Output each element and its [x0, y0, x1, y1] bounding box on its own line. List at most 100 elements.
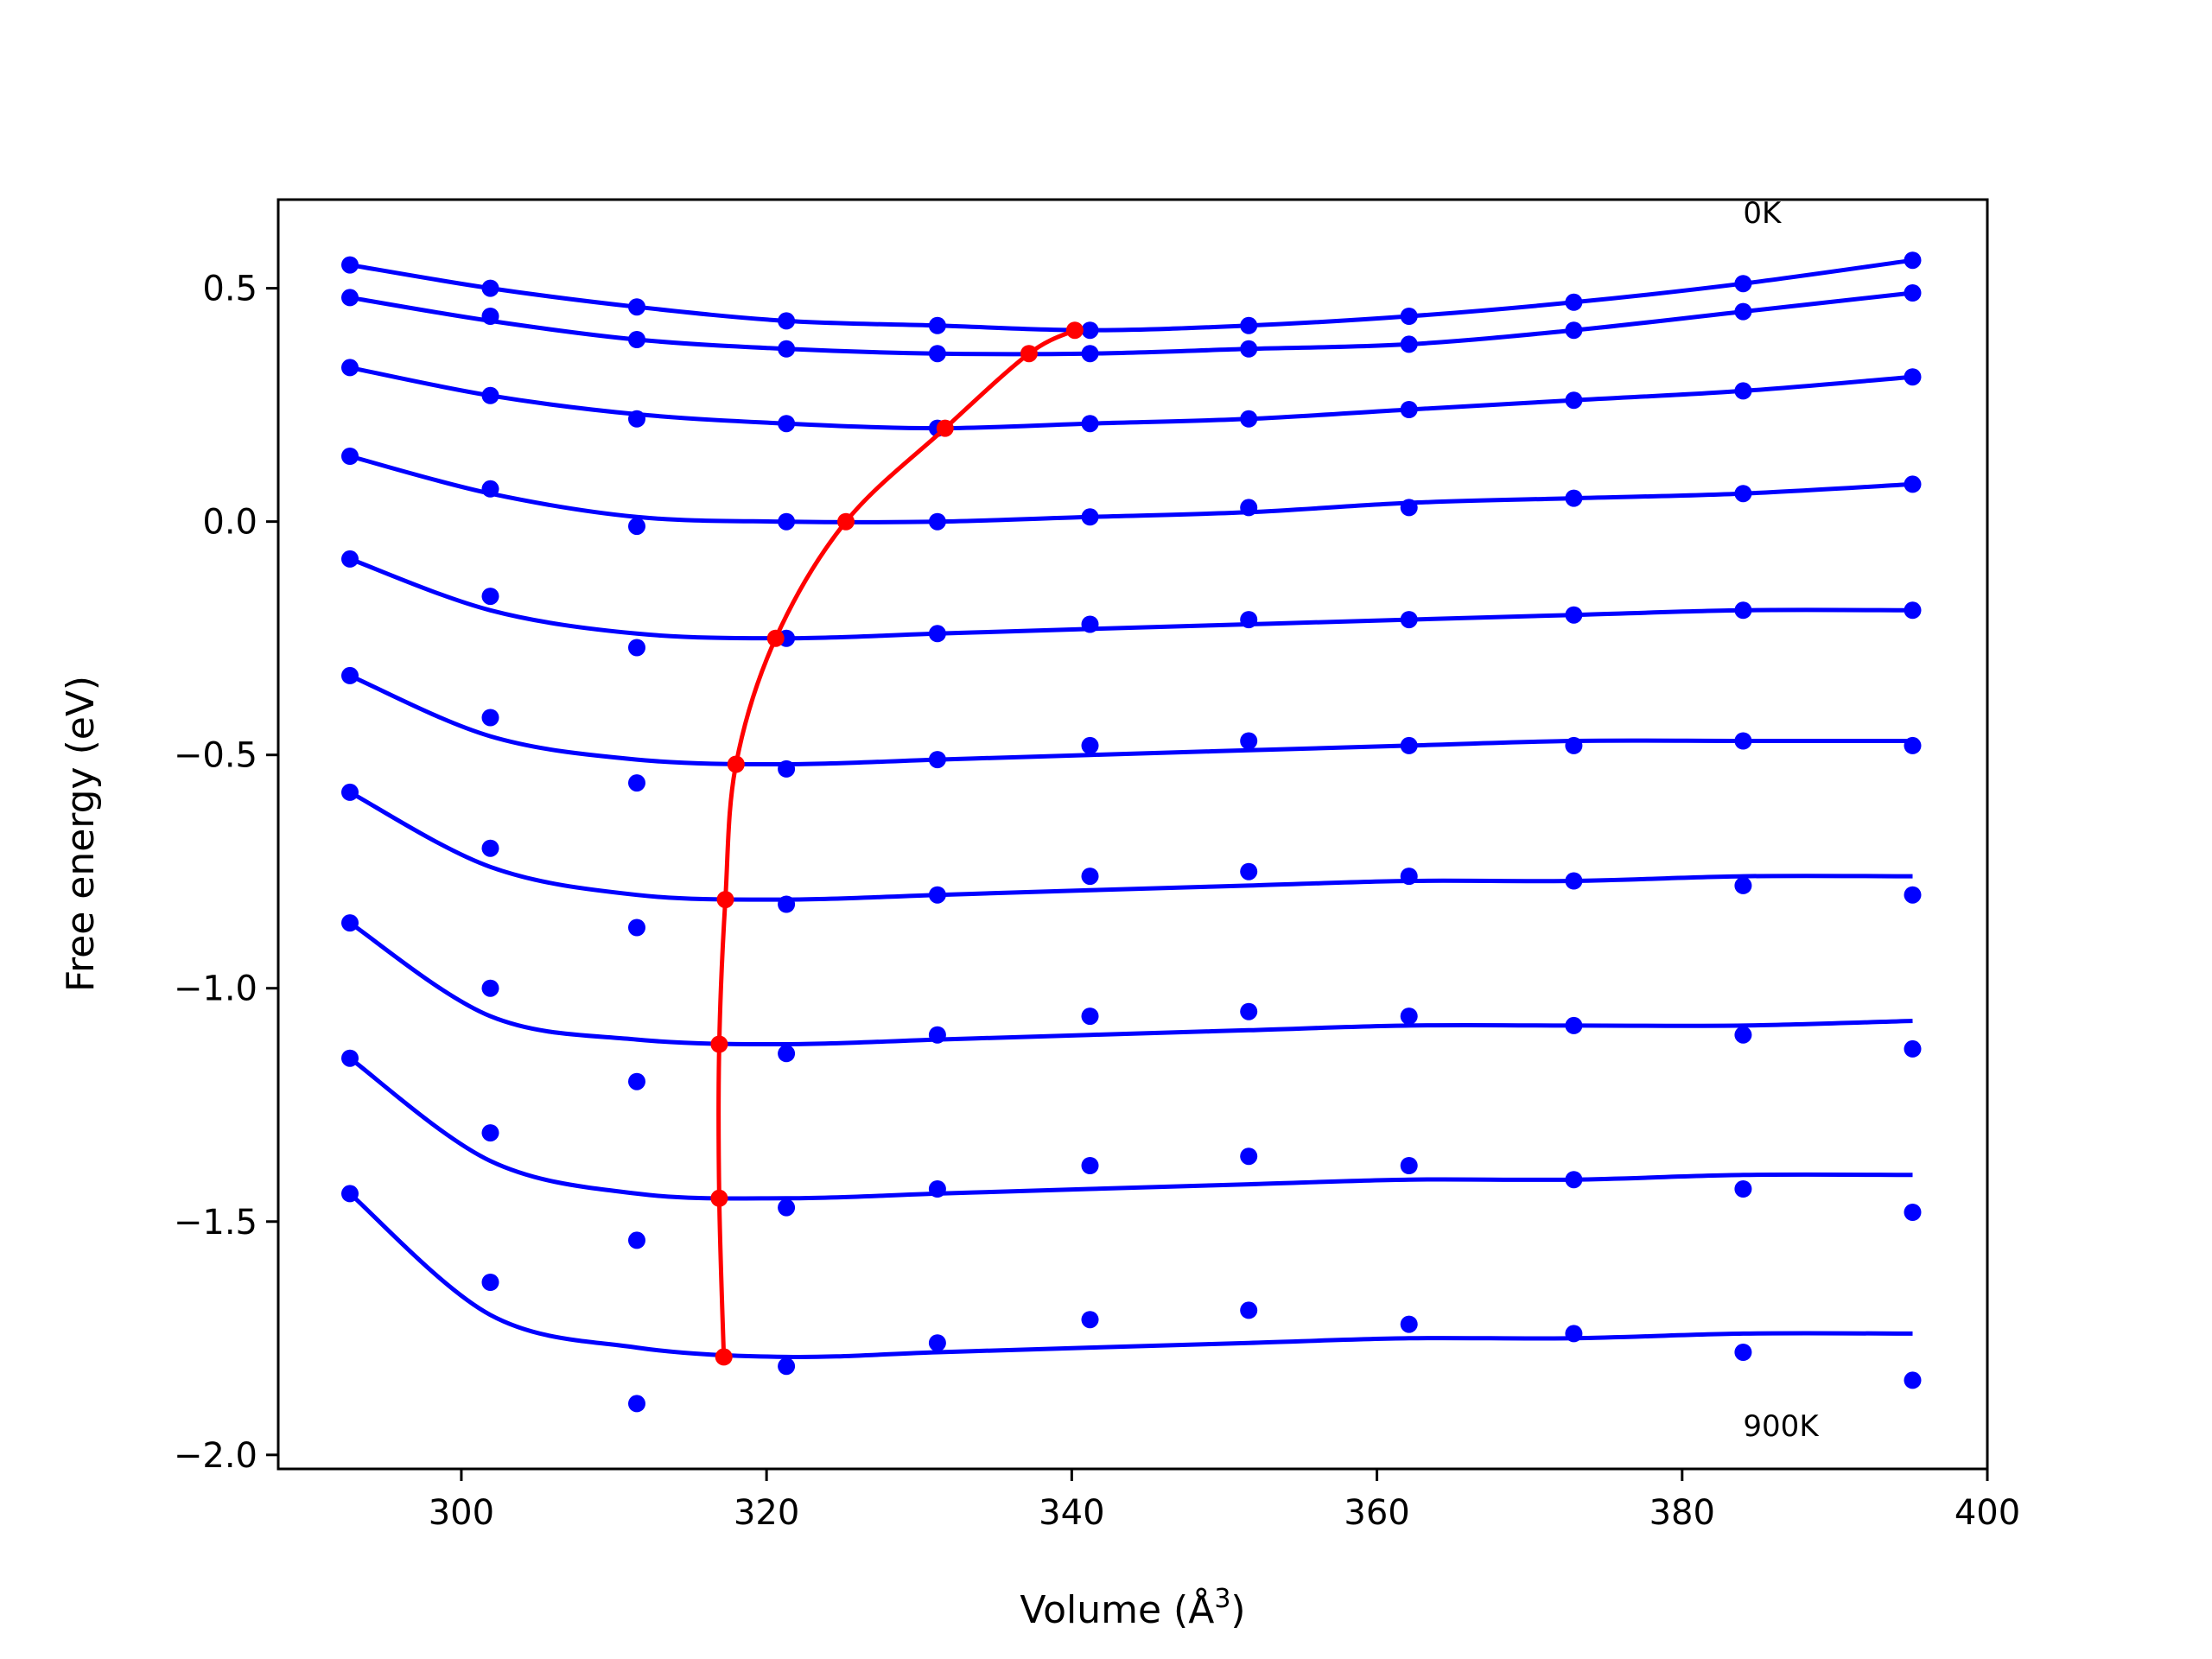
y-tick-label: −1.0 — [174, 969, 257, 1009]
data-point — [481, 279, 499, 297]
data-point — [628, 1395, 645, 1413]
y-tick-label: −2.0 — [174, 1436, 257, 1476]
data-point — [1734, 1180, 1752, 1198]
data-point — [341, 666, 359, 684]
data-point — [1400, 868, 1418, 886]
data-point — [928, 751, 946, 769]
data-point — [1565, 321, 1583, 340]
fit-curve-9 — [348, 1192, 1913, 1360]
data-point — [341, 914, 359, 932]
data-point — [1400, 335, 1418, 353]
data-point — [1904, 1039, 1922, 1058]
data-point — [1565, 489, 1583, 507]
data-point — [1081, 868, 1099, 886]
y-tick-label: 0.0 — [202, 503, 257, 543]
data-point — [1734, 275, 1752, 293]
x-tick-label: 340 — [1039, 1493, 1104, 1533]
data-point — [1904, 284, 1922, 302]
data-point — [1400, 1157, 1418, 1174]
data-point — [928, 512, 946, 531]
x-tick-label: 320 — [734, 1493, 799, 1533]
y-axis-label: Free energy (eV) — [59, 676, 103, 992]
minimum-point — [715, 1348, 733, 1366]
data-point — [928, 345, 946, 363]
data-point — [481, 308, 499, 325]
data-point — [1400, 401, 1418, 418]
data-point — [1734, 601, 1752, 620]
data-point — [341, 289, 359, 307]
minimum-point — [837, 512, 855, 531]
data-point — [1565, 391, 1583, 410]
minimum-point — [1065, 321, 1084, 340]
data-point — [1081, 736, 1099, 754]
x-tick-label: 300 — [429, 1493, 494, 1533]
data-point — [1081, 1007, 1099, 1026]
data-point — [1565, 1325, 1583, 1343]
data-point — [481, 1274, 499, 1291]
fit-curve-6 — [348, 790, 1913, 902]
plot-area — [278, 200, 1987, 1469]
data-point — [1904, 1204, 1922, 1221]
data-point — [1081, 321, 1099, 340]
data-point — [1400, 736, 1418, 754]
data-point — [1240, 316, 1258, 334]
minimum-point — [710, 1035, 728, 1053]
data-point — [1081, 615, 1099, 633]
x-axis-label: Volume (Å3) — [1020, 1584, 1245, 1632]
data-point — [778, 312, 796, 330]
fit-curve-5 — [349, 673, 1913, 766]
data-point — [1240, 611, 1258, 629]
data-point — [1400, 611, 1418, 629]
data-point — [928, 1180, 946, 1198]
temperature-annotation: 900K — [1743, 1409, 1820, 1444]
fit-curve-8 — [348, 1056, 1913, 1201]
x-axis-ticks: 300 320 340 360 380 400 — [429, 1469, 2020, 1533]
data-point — [928, 625, 946, 643]
data-point — [1240, 1301, 1258, 1319]
data-point — [1734, 732, 1752, 750]
temperature-annotation: 0K — [1743, 196, 1783, 231]
data-point — [1400, 1007, 1418, 1026]
data-point — [1904, 1371, 1922, 1389]
data-point — [1240, 1002, 1258, 1020]
data-point — [481, 588, 499, 606]
fit-curve-7 — [348, 921, 1913, 1046]
x-tick-label: 380 — [1649, 1493, 1715, 1533]
data-point — [628, 918, 645, 937]
data-point — [481, 839, 499, 857]
annotations: 0K 900K — [1743, 196, 1820, 1444]
data-point — [1734, 302, 1752, 321]
data-point — [341, 550, 359, 568]
x-tick-label: 360 — [1344, 1493, 1409, 1533]
data-point — [1240, 862, 1258, 880]
minimum-point — [766, 629, 785, 647]
data-point — [1240, 340, 1258, 358]
data-point — [628, 1072, 645, 1090]
data-point — [928, 1334, 946, 1352]
data-point — [341, 1049, 359, 1067]
data-point — [481, 386, 499, 404]
data-point — [628, 410, 645, 428]
data-point — [481, 1124, 499, 1142]
data-point — [1904, 475, 1922, 493]
data-point — [1734, 1026, 1752, 1044]
minimum-point — [710, 1189, 728, 1207]
data-points — [341, 251, 1922, 1413]
data-point — [1081, 1311, 1099, 1329]
minimum-point — [716, 891, 734, 909]
data-point — [1904, 251, 1922, 270]
data-point — [341, 359, 359, 377]
minima-curve — [710, 321, 1084, 1366]
data-point — [1904, 601, 1922, 620]
data-point — [481, 979, 499, 997]
data-point — [1400, 308, 1418, 325]
data-point — [1565, 736, 1583, 754]
data-point — [778, 1357, 796, 1376]
data-point — [1400, 499, 1418, 517]
data-point — [1904, 736, 1922, 754]
data-point — [1400, 1315, 1418, 1333]
data-point — [1734, 876, 1752, 894]
data-point — [778, 512, 796, 531]
data-point — [778, 1198, 796, 1217]
